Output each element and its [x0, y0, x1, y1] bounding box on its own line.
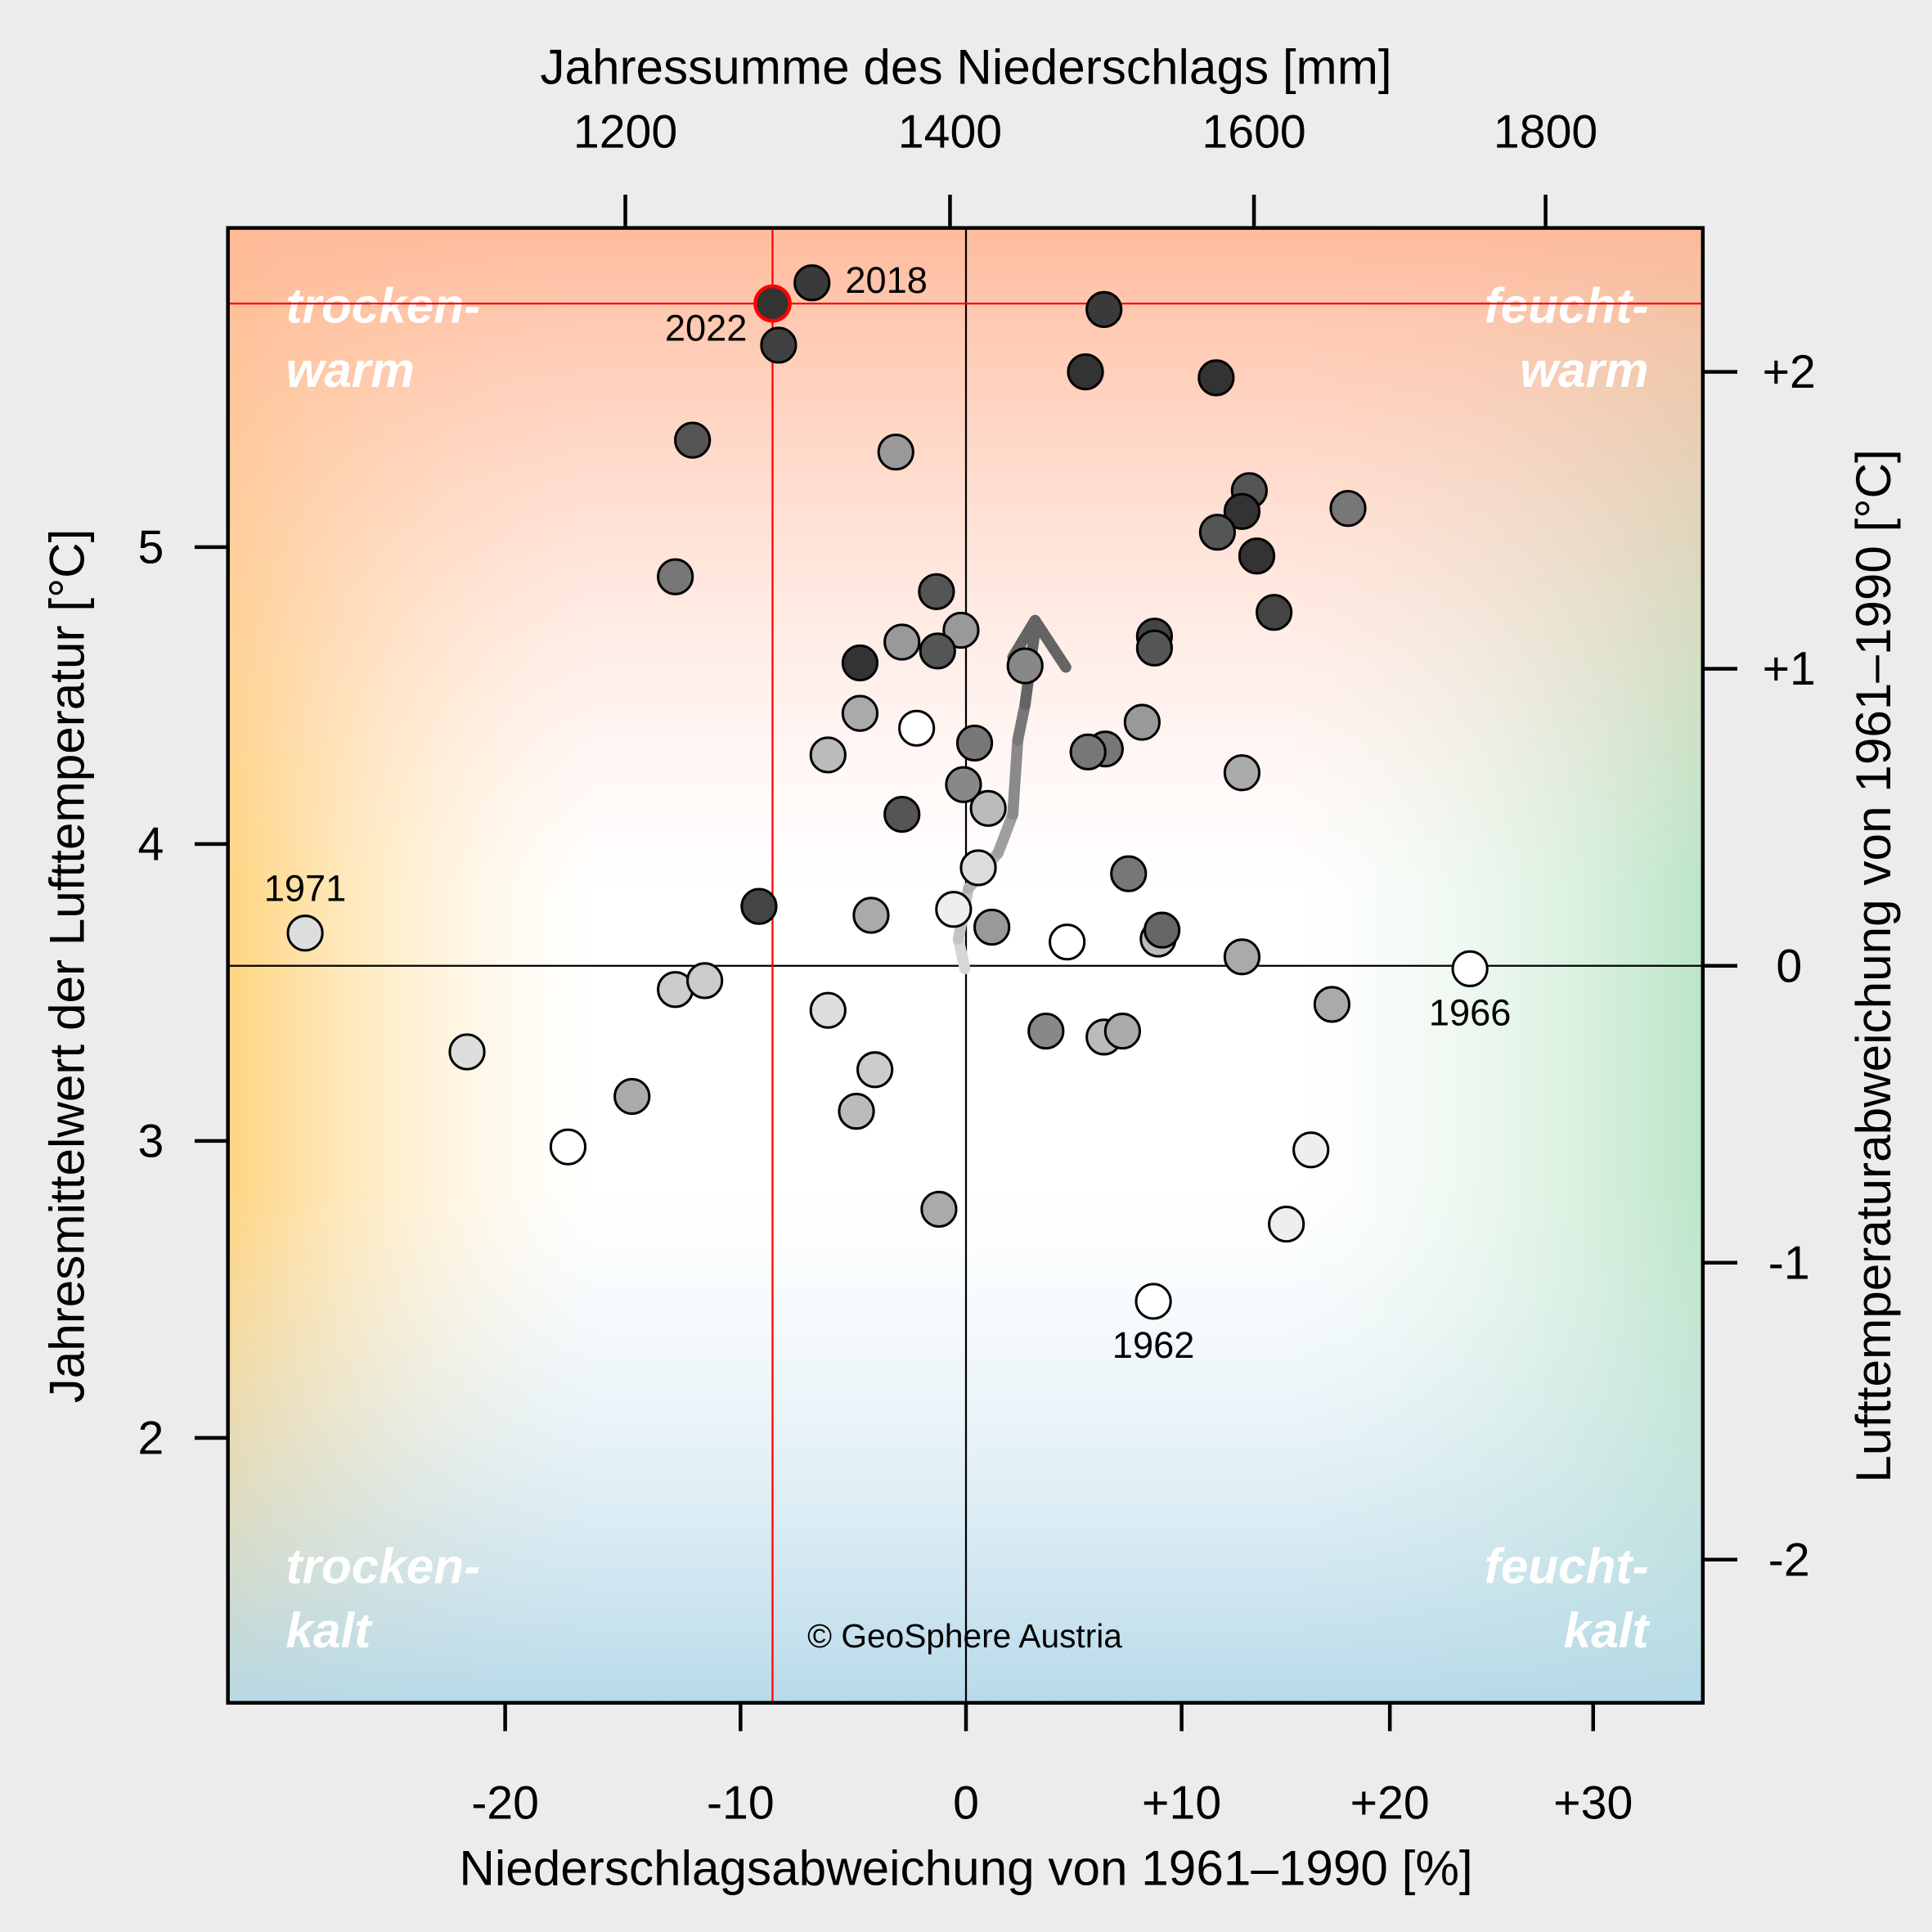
quadrant-top-left-line1: trocken- — [285, 278, 480, 334]
y-tick-label: 4 — [138, 818, 164, 870]
trend-segment — [1007, 735, 1024, 820]
data-point — [760, 326, 798, 364]
data-point — [1103, 1012, 1141, 1050]
data-point — [1451, 950, 1489, 987]
x-top-tick-label: 1600 — [1202, 106, 1305, 159]
left-axis-title: Jahresmittelwert der Lufttemperatur [°C] — [38, 529, 94, 1404]
year-label: 1962 — [1112, 1324, 1195, 1366]
data-point — [1085, 290, 1123, 328]
data-point — [918, 573, 955, 610]
data-point-highlight — [753, 284, 792, 323]
data-point — [1049, 923, 1086, 961]
data-point — [657, 558, 694, 595]
data-point — [809, 736, 847, 774]
data-point — [1123, 703, 1161, 741]
year-label: 2018 — [845, 259, 928, 301]
quadrant-labels: trocken- warm feucht- warm trocken- kalt… — [285, 278, 1651, 1658]
data-point — [883, 795, 921, 833]
data-point — [841, 694, 879, 732]
y-right-tick-label: -2 — [1768, 1534, 1810, 1586]
data-point — [1238, 537, 1276, 575]
data-point — [1027, 1012, 1065, 1050]
data-point — [740, 887, 778, 925]
y-right-tick-label: -1 — [1768, 1237, 1810, 1289]
quadrant-top-right-line1: feucht- — [1485, 278, 1649, 334]
quadrant-bottom-right-line2: kalt — [1564, 1602, 1651, 1658]
trend-arrowhead — [1007, 614, 1072, 673]
quadrant-top-left-line2: warm — [285, 342, 414, 398]
x-top-tick-label: 1400 — [898, 106, 1002, 159]
right-axis-title: Lufttemperaturabweichung von 1961–1990 [… — [1845, 449, 1901, 1482]
data-point — [883, 623, 921, 661]
data-point — [973, 908, 1011, 946]
data-point — [919, 632, 956, 670]
quadrant-bottom-right-line1: feucht- — [1485, 1539, 1649, 1594]
data-point — [877, 434, 914, 471]
data-point — [1256, 594, 1293, 631]
data-point — [841, 644, 879, 682]
data-point — [1223, 492, 1261, 530]
trend-segment — [1012, 699, 1031, 746]
y-tick-label: 5 — [138, 521, 164, 573]
data-point — [793, 264, 831, 302]
top-axis-title: Jahressumme des Niederschlags [mm] — [540, 38, 1391, 94]
data-point — [920, 1190, 958, 1228]
x-tick-label: +10 — [1142, 1777, 1221, 1829]
x-tick-label: +30 — [1553, 1777, 1633, 1829]
data-point — [945, 766, 982, 803]
x-tick-label: +20 — [1350, 1777, 1430, 1829]
highlight-year-label: 2022 — [665, 307, 748, 348]
data-point — [686, 962, 724, 1000]
x-top-tick-label: 1200 — [573, 106, 677, 159]
data-point — [1134, 1283, 1172, 1320]
x-tick-label: -20 — [471, 1777, 539, 1829]
quadrant-bottom-left-line2: kalt — [285, 1602, 373, 1658]
data-point — [1135, 629, 1173, 667]
data-point — [1223, 754, 1261, 792]
data-point — [1143, 911, 1181, 949]
data-point — [969, 789, 1007, 827]
data-point — [1110, 855, 1148, 892]
data-point — [856, 1051, 894, 1089]
year-label: 1966 — [1429, 992, 1512, 1034]
data-point — [549, 1128, 587, 1166]
data-point — [1067, 353, 1104, 391]
x-tick-label: 0 — [953, 1777, 979, 1829]
y-right-tick-label: +2 — [1763, 346, 1816, 398]
data-point — [1069, 733, 1107, 771]
data-point — [898, 709, 936, 747]
year-label: 1971 — [264, 868, 347, 910]
data-point — [1223, 938, 1261, 976]
data-point — [1198, 514, 1236, 551]
data-point — [1197, 359, 1235, 397]
data-point — [1313, 986, 1351, 1023]
trend-segment — [992, 808, 1018, 859]
data-point — [1329, 490, 1367, 528]
data-point — [613, 1077, 651, 1116]
data-point — [448, 1033, 486, 1071]
y-right-tick-label: +1 — [1763, 643, 1816, 695]
data-point — [1006, 647, 1044, 685]
quadrant-bottom-left-line1: trocken- — [285, 1539, 480, 1594]
data-point — [838, 1093, 875, 1130]
x-tick-label: -10 — [707, 1777, 775, 1829]
x-top-tick-label: 1800 — [1494, 106, 1597, 159]
copyright: © GeoSphere Austria — [807, 1617, 1122, 1655]
quadrant-top-right-line2: warm — [1520, 342, 1648, 398]
y-tick-label: 2 — [138, 1413, 164, 1465]
data-point — [674, 421, 712, 459]
data-point — [942, 611, 980, 649]
data-point — [935, 891, 973, 928]
data-point — [286, 914, 324, 952]
data-point — [852, 896, 890, 934]
bottom-axis-title: Niederschlagsabweichung von 1961–1990 [%… — [459, 1840, 1472, 1896]
y-right-tick-label: 0 — [1776, 940, 1802, 992]
data-point — [809, 991, 847, 1029]
y-tick-label: 3 — [138, 1115, 164, 1167]
data-point — [1292, 1131, 1330, 1169]
data-point — [955, 724, 994, 762]
data-point — [1268, 1205, 1305, 1243]
data-point — [959, 849, 997, 887]
